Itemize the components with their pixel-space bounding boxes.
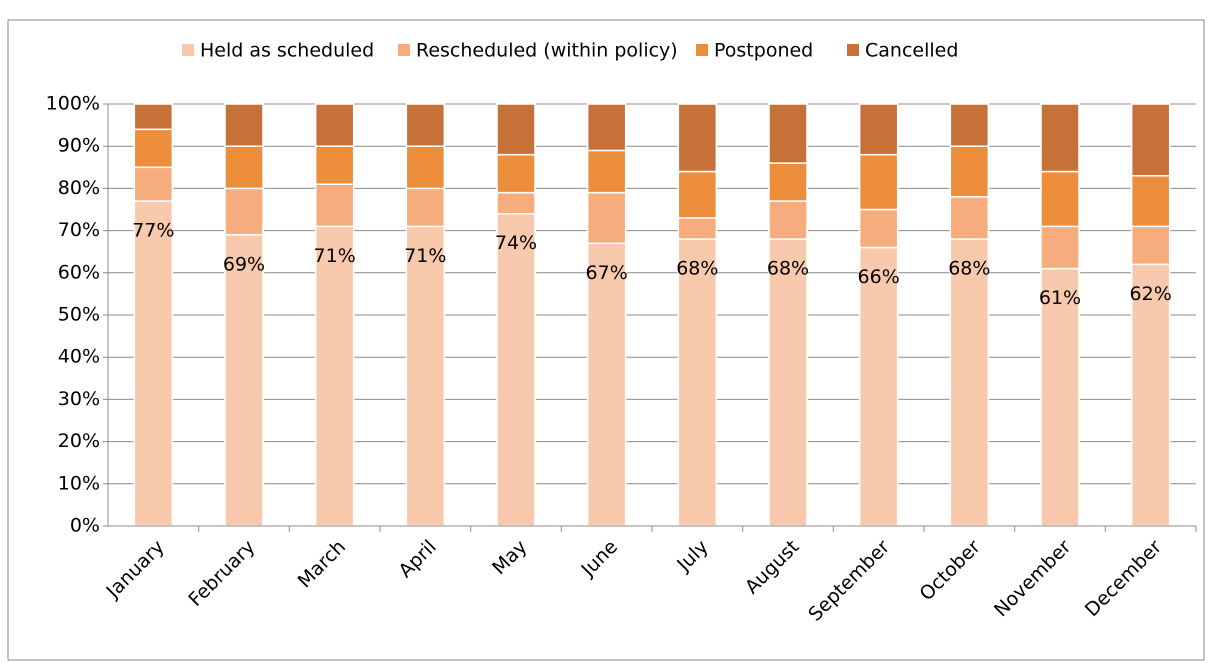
y-tick-label: 100%	[46, 93, 100, 115]
legend-label: Rescheduled (within policy)	[416, 40, 678, 62]
legend-label: Cancelled	[865, 40, 958, 62]
bar-segment	[405, 145, 446, 190]
bar-segment	[677, 170, 718, 219]
bar-segment	[1040, 225, 1080, 270]
legend-label: Held as scheduled	[200, 40, 374, 62]
bar-segment	[224, 187, 264, 236]
bar-segment	[677, 238, 718, 527]
bar-segment	[224, 103, 264, 147]
data-label: 67%	[586, 262, 628, 284]
y-tick-label: 80%	[58, 177, 100, 199]
y-tick-label: 20%	[58, 430, 100, 452]
data-label: 61%	[1039, 287, 1081, 309]
bar-segment	[314, 103, 355, 147]
data-label: 62%	[1130, 283, 1172, 305]
bar-segment	[496, 212, 536, 527]
bar-segment	[314, 183, 355, 228]
bar-segment	[949, 238, 990, 527]
bar-segment	[133, 103, 174, 131]
y-tick-label: 40%	[58, 346, 100, 368]
bar-segment	[586, 149, 627, 194]
bar-segment	[1130, 263, 1171, 527]
bar-segment	[949, 196, 990, 240]
bar-segment	[314, 145, 355, 185]
data-label: 68%	[767, 258, 809, 280]
bar-segment	[677, 217, 718, 240]
bar-segment	[677, 103, 718, 173]
bar-segment	[858, 103, 899, 156]
data-label: 68%	[948, 258, 990, 280]
bar-segment	[768, 200, 808, 240]
data-label: 71%	[404, 245, 446, 267]
bar-segment	[1130, 103, 1171, 177]
legend-swatch	[398, 44, 410, 56]
bar-segment	[858, 208, 899, 249]
bar-segment	[949, 145, 990, 198]
bar-segment	[768, 238, 808, 527]
bar-segment	[949, 103, 990, 147]
legend-label: Postponed	[714, 40, 813, 62]
bar-segment	[586, 103, 627, 152]
bar-segment	[405, 187, 446, 228]
bar-segment	[1130, 174, 1171, 228]
bar-segment	[768, 103, 808, 164]
y-tick-label: 10%	[58, 472, 100, 494]
bar-segment	[224, 234, 264, 527]
data-label: 77%	[132, 220, 174, 242]
legend-swatch	[847, 44, 859, 56]
y-tick-label: 50%	[58, 304, 100, 326]
bar-segment	[405, 225, 446, 527]
data-label: 68%	[676, 258, 718, 280]
bar-segment	[1040, 103, 1080, 173]
bar-segment	[1130, 225, 1171, 266]
bar-segment	[586, 242, 627, 527]
bar-segment	[133, 166, 174, 202]
bar-segment	[314, 225, 355, 527]
bar-segment	[858, 153, 899, 211]
legend-swatch	[696, 44, 708, 56]
data-label: 69%	[223, 253, 265, 275]
bar-segment	[496, 153, 536, 194]
bar-segment	[133, 128, 174, 169]
y-tick-label: 90%	[58, 135, 100, 157]
data-label: 71%	[314, 245, 356, 267]
bar-segment	[405, 103, 446, 147]
y-tick-label: 0%	[70, 515, 100, 537]
bar-segment	[133, 200, 174, 527]
y-tick-label: 70%	[58, 219, 100, 241]
y-tick-label: 30%	[58, 388, 100, 410]
y-tick-label: 60%	[58, 261, 100, 283]
bar-segment	[586, 191, 627, 245]
legend-swatch	[182, 44, 194, 56]
bar-segment	[224, 145, 264, 190]
bar-segment	[768, 162, 808, 202]
data-label: 66%	[858, 266, 900, 288]
data-label: 74%	[495, 232, 537, 254]
bar-segment	[496, 103, 536, 156]
bar-segment	[858, 246, 899, 527]
bar-segment	[1040, 170, 1080, 228]
bar-segment	[496, 191, 536, 215]
